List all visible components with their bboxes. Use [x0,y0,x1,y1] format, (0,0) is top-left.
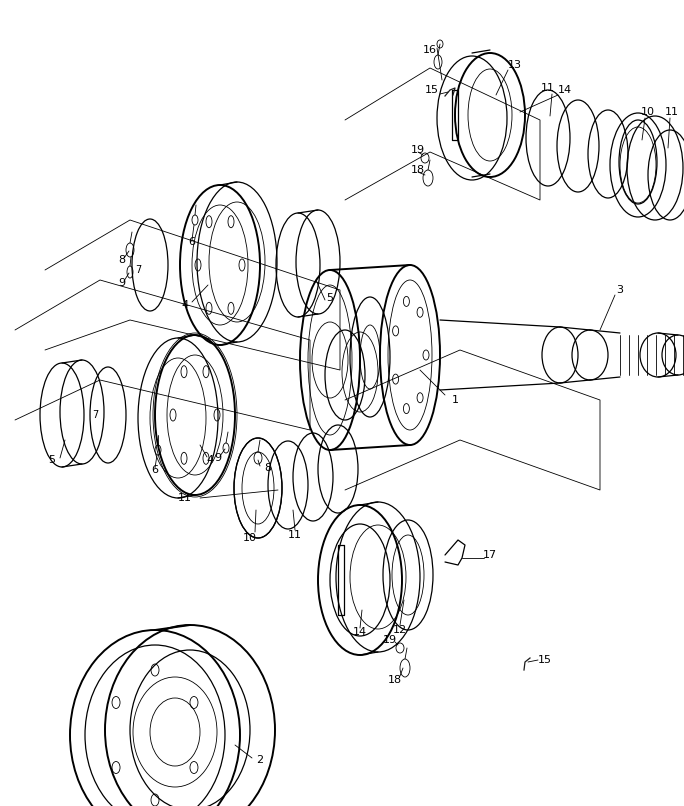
Text: 8: 8 [265,463,272,473]
Text: 9: 9 [215,453,222,463]
Text: 4: 4 [207,455,213,465]
Text: 10: 10 [243,533,257,543]
Text: 19: 19 [411,145,425,155]
Text: 5: 5 [49,455,55,465]
Text: 11: 11 [288,530,302,540]
Text: 12: 12 [393,625,407,635]
Text: 11: 11 [665,107,679,117]
Text: 8: 8 [118,255,126,265]
Text: 19: 19 [383,635,397,645]
Text: 17: 17 [483,550,497,560]
Text: 14: 14 [558,85,572,95]
Text: 18: 18 [388,675,402,685]
Text: 18: 18 [411,165,425,175]
Text: 11: 11 [178,493,192,503]
Text: 2: 2 [256,755,263,765]
Text: 15: 15 [425,85,439,95]
Text: 13: 13 [508,60,522,70]
Text: 9: 9 [118,278,126,288]
Text: 11: 11 [541,83,555,93]
Text: 6: 6 [189,237,196,247]
Text: 1: 1 [451,395,458,405]
Text: 7: 7 [92,410,98,420]
Text: 16: 16 [423,45,437,55]
Text: 6: 6 [151,465,159,475]
Text: 4: 4 [181,300,189,310]
Text: 15: 15 [538,655,552,665]
Text: 7: 7 [135,265,141,275]
Text: 10: 10 [641,107,655,117]
Text: 14: 14 [353,627,367,637]
Text: 3: 3 [616,285,624,295]
Text: 5: 5 [326,293,334,303]
